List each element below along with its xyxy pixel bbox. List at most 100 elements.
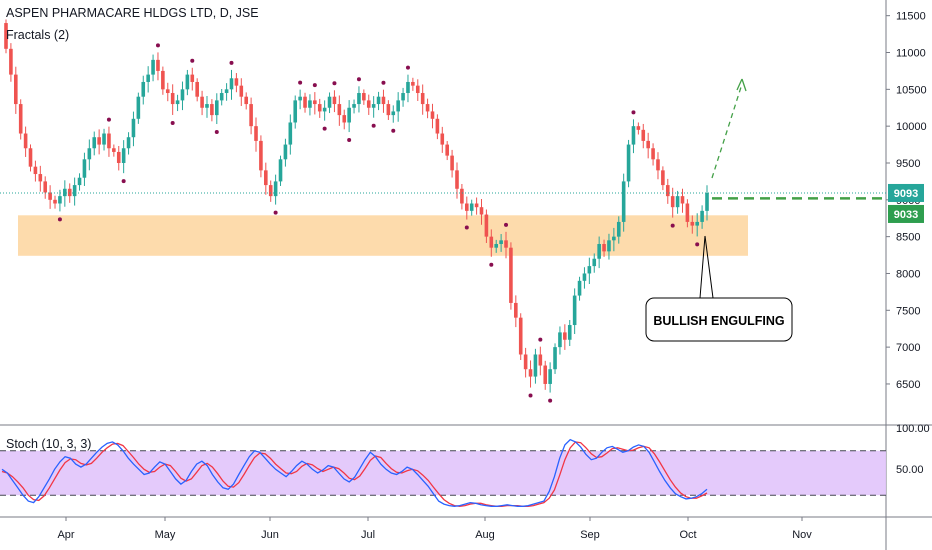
fractal-up-marker [631,110,636,115]
candle-up [469,203,474,211]
candle-up [533,354,538,377]
candle-up [327,96,332,108]
candle-down [420,93,425,105]
candle-down [425,104,430,112]
fractal-down-marker [57,217,62,222]
level-price-tag-label: 9033 [894,209,918,221]
candle-down [112,148,116,152]
fractal-down-marker [371,123,376,128]
fractal-up-marker [298,80,303,85]
candle-down [479,207,484,215]
candle-up [577,280,582,296]
candle-down [538,354,543,366]
y-tick-label: 8000 [896,268,920,280]
y-tick-label: 11500 [896,11,926,23]
candle-down [670,196,675,208]
x-tick-label: Nov [792,529,812,541]
candle-down [18,104,23,134]
candle-down [38,174,43,182]
x-tick-label: Aug [475,529,495,541]
candle-up [288,122,293,145]
candle-down [440,133,445,145]
fractal-down-marker [548,398,553,403]
fractal-down-marker [170,120,175,125]
fractal-down-marker [464,225,469,230]
candle-up [82,159,87,178]
candle-down [244,96,249,105]
callout-box [645,297,793,342]
x-tick-label: Oct [679,529,696,541]
candle-down [317,104,322,112]
fractal-down-marker [121,179,126,184]
candle-up [352,104,356,108]
fractal-down-marker [528,393,533,398]
candle-up [278,159,283,182]
candle-down [161,70,165,90]
candle-down [156,59,160,71]
candle-down [190,74,195,82]
stoch-indicator-label[interactable]: Stoch (10, 3, 3) [6,437,92,451]
candle-down [528,369,533,377]
stoch-tick-label: 50.00 [896,464,924,476]
candle-up [185,74,190,90]
candle-up [151,59,155,75]
fractal-up-marker [538,337,543,342]
candle-down [14,74,18,105]
candle-down [48,192,52,200]
candle-down [264,170,268,186]
y-tick-label: 7000 [896,342,920,354]
candle-down [342,115,347,123]
candle-up [298,96,302,101]
candle-up [567,325,572,340]
candle-down [646,140,650,149]
candle-down [523,354,528,370]
candle-down [170,93,175,105]
candle-down [543,365,548,384]
chart-title: ASPEN PHARMACARE HLDGS LTD, D, JSE [6,6,259,20]
candle-up [626,144,631,182]
candle-up [612,236,616,241]
candle-down [195,81,199,97]
candle-up [616,221,621,237]
candle-down [504,240,508,248]
candle-up [582,273,587,281]
x-tick-label: Apr [57,529,74,541]
candle-up [592,258,597,267]
stoch-k-line [1,438,708,507]
fractal-down-marker [695,242,700,247]
candle-up [72,185,77,197]
candle-down [680,196,685,204]
candle-down [107,133,111,149]
candle-up [102,133,106,145]
y-tick-label: 10500 [896,84,927,96]
support-zone [18,215,748,256]
candle-down [254,126,258,141]
candle-down [665,185,670,197]
fractal-up-marker [381,80,386,85]
candle-up [273,181,278,197]
fractal-up-marker [332,81,337,86]
candle-down [641,129,646,141]
fractal-down-marker [347,138,352,143]
candle-down [9,48,13,75]
fractal-down-marker [391,128,396,133]
candle-up [499,240,503,245]
candle-down [484,214,489,237]
candle-up [308,100,312,108]
fractals-indicator-label[interactable]: Fractals (2) [6,28,70,42]
last-price-tag-label: 9093 [894,188,918,200]
candle-down [415,85,420,94]
level-price-tag [888,204,924,223]
candle-down [636,126,641,130]
candle-up [175,100,180,105]
fractal-up-marker [155,43,160,48]
fractal-up-marker [356,77,361,82]
candle-down [33,166,38,175]
candle-down [366,100,371,108]
y-tick-label: 11000 [896,48,926,60]
candle-up [705,192,709,211]
candle-up [347,107,351,123]
candle-down [67,188,72,197]
candle-up [558,332,562,348]
